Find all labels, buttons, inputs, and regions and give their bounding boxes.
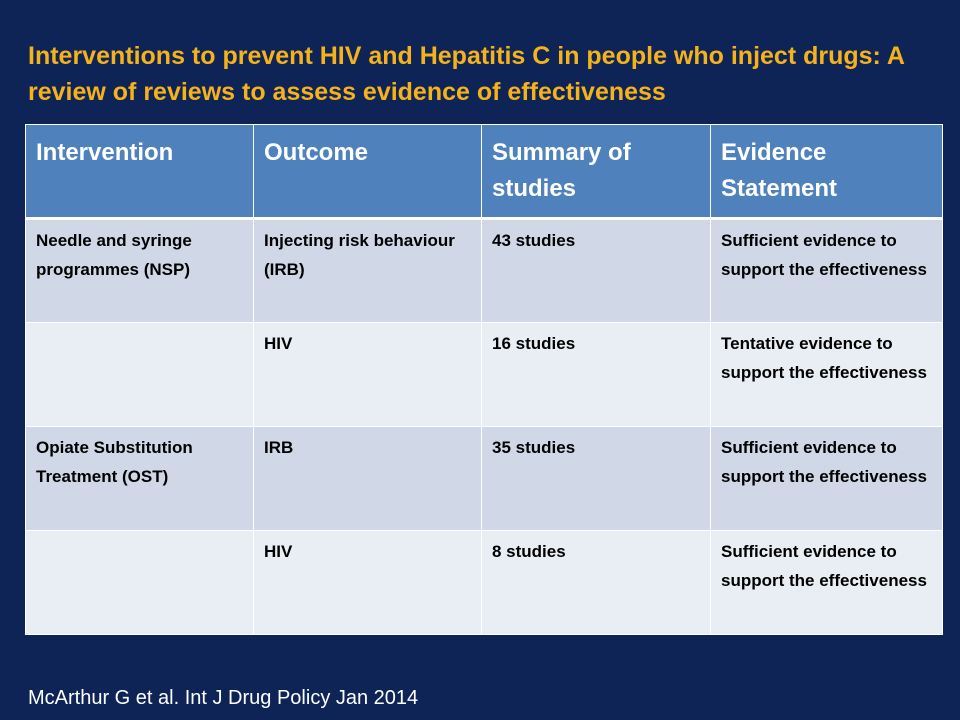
- table-row: Opiate Substitution Treatment (OST) IRB …: [25, 426, 943, 531]
- cell-outcome: HIV: [253, 530, 482, 635]
- header-outcome: Outcome: [253, 124, 482, 219]
- cell-evidence: Sufficient evidence to support the effec…: [710, 530, 943, 635]
- header-intervention: Intervention: [25, 124, 254, 219]
- cell-outcome: HIV: [253, 322, 482, 427]
- header-summary-of-studies: Summary of studies: [481, 124, 711, 219]
- cell-intervention: Opiate Substitution Treatment (OST): [25, 426, 254, 531]
- cell-summary: 8 studies: [481, 530, 711, 635]
- header-evidence-statement: Evidence Statement: [710, 124, 943, 219]
- cell-evidence: Tentative evidence to support the effect…: [710, 322, 943, 427]
- table-row: HIV 16 studies Tentative evidence to sup…: [25, 322, 943, 427]
- cell-intervention: [25, 530, 254, 635]
- cell-intervention: Needle and syringe programmes (NSP): [25, 218, 254, 323]
- cell-evidence: Sufficient evidence to support the effec…: [710, 218, 943, 323]
- evidence-table: Intervention Outcome Summary of studies …: [25, 124, 943, 635]
- slide-title: Interventions to prevent HIV and Hepatit…: [28, 42, 905, 106]
- table-row: HIV 8 studies Sufficient evidence to sup…: [25, 530, 943, 635]
- cell-summary: 16 studies: [481, 322, 711, 427]
- cell-summary: 35 studies: [481, 426, 711, 531]
- table-row: Needle and syringe programmes (NSP) Inje…: [25, 218, 943, 323]
- cell-intervention: [25, 322, 254, 427]
- cell-outcome: Injecting risk behaviour (IRB): [253, 218, 482, 323]
- cell-evidence: Sufficient evidence to support the effec…: [710, 426, 943, 531]
- citation: McArthur G et al. Int J Drug Policy Jan …: [28, 687, 419, 709]
- cell-summary: 43 studies: [481, 218, 711, 323]
- table-header-row: Intervention Outcome Summary of studies …: [25, 124, 943, 219]
- cell-outcome: IRB: [253, 426, 482, 531]
